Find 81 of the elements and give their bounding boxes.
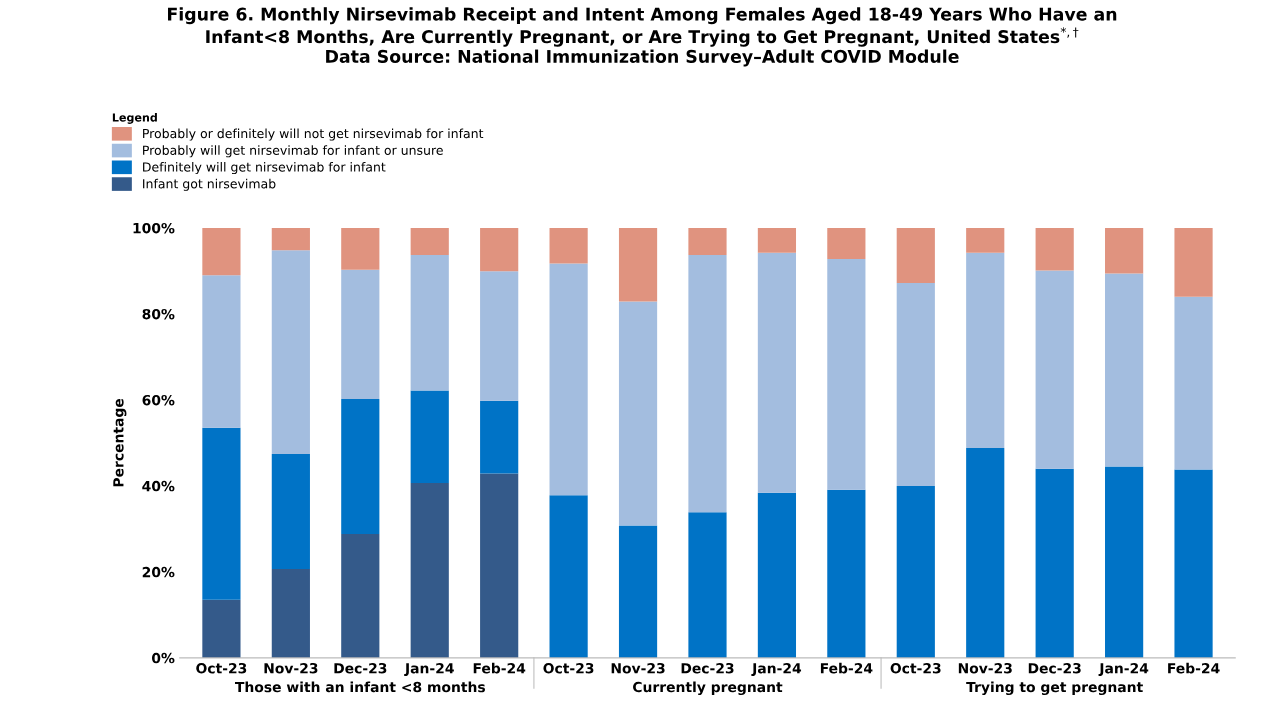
bar	[1105, 466, 1144, 658]
legend-label: Definitely will get nirsevimab for infant	[143, 162, 386, 175]
legend-label: Infant got nirsevimab	[143, 178, 276, 191]
bar	[341, 227, 380, 270]
bar	[966, 448, 1005, 658]
bar	[410, 255, 449, 391]
bar	[202, 427, 241, 600]
x-tick-label: Feb-24	[473, 662, 526, 674]
legend-label: Probably or definitely will not get nirsevimab for infant	[143, 128, 484, 141]
bar	[202, 599, 241, 658]
x-tick-label: Feb-24	[1168, 662, 1220, 674]
legend-title: Legend	[112, 113, 157, 124]
bar	[1105, 227, 1144, 274]
bar	[966, 252, 1005, 449]
x-tick-label: Oct-23	[543, 662, 594, 674]
bar	[1035, 270, 1074, 469]
bar	[271, 227, 310, 251]
x-tick-label: Dec-23	[1028, 662, 1081, 674]
bar	[757, 252, 797, 493]
text: Trying to get pregnant	[966, 681, 1143, 696]
bar	[480, 400, 519, 474]
bar	[827, 489, 866, 658]
bar	[549, 495, 588, 658]
bar	[480, 473, 519, 658]
bar	[410, 482, 449, 658]
bar	[896, 485, 935, 658]
x-tick-label: Jan-24	[751, 662, 802, 677]
bar	[271, 568, 310, 658]
bar	[480, 271, 519, 401]
bar	[341, 269, 380, 400]
x-tick-label: Oct-23	[890, 662, 941, 674]
y-axis-title: Percentage	[113, 398, 127, 487]
bar	[1035, 468, 1074, 658]
bar	[1174, 227, 1213, 297]
x-tick-label: Feb-24	[820, 662, 873, 674]
bar	[549, 263, 588, 496]
y-tick-label: 60%	[142, 394, 175, 406]
bar	[757, 492, 797, 658]
bar	[827, 227, 866, 259]
text: Those with an infant <8 months	[235, 681, 486, 693]
x-tick-label: Nov-23	[611, 662, 665, 674]
y-tick-label: 40%	[142, 480, 175, 492]
bar	[1174, 296, 1213, 470]
bar	[480, 227, 519, 272]
x-tick-label: Nov-23	[264, 662, 318, 674]
x-tick-label: Jan-24	[1098, 662, 1149, 677]
bar	[341, 534, 380, 658]
legend-label: Probably will get nirsevimab for infant or unsure	[143, 145, 443, 158]
bar	[688, 512, 727, 658]
x-tick-label: Oct-23	[196, 662, 247, 674]
y-tick-label: 100%	[133, 222, 175, 234]
bar	[202, 275, 241, 428]
x-tick-label: Nov-23	[958, 662, 1012, 674]
bar	[688, 227, 727, 256]
x-tick-label: Dec-23	[681, 662, 734, 674]
bar	[271, 454, 310, 569]
bar	[896, 282, 935, 486]
y-tick-label: 0%	[151, 652, 175, 664]
y-tick-label: 80%	[142, 308, 175, 320]
bar	[827, 258, 866, 490]
bar	[966, 227, 1005, 253]
bar	[202, 227, 241, 276]
chart-title: Figure 6. Monthly Nirsevimab Receipt and Intent Among Females Aged 18-49 Years Who Have an Infant<8 Months, Are Currently Pregnant, or Are Trying to Get Pregnant, United States$^{*,†}$ Data Source: National Immunization Survey–Adult COVID Module	[168, 7, 1117, 67]
bar	[1174, 469, 1213, 658]
bar	[341, 399, 380, 535]
text: Currently pregnant	[633, 681, 783, 696]
bar	[549, 227, 588, 264]
x-tick-label: Jan-24	[404, 662, 454, 677]
bar	[896, 227, 935, 283]
y-tick-label: 20%	[142, 566, 175, 578]
bar	[410, 227, 449, 256]
bar	[757, 227, 797, 253]
x-tick-label: Dec-23	[334, 662, 387, 674]
bar	[271, 250, 310, 455]
bar	[1035, 227, 1074, 271]
bar	[618, 301, 658, 526]
bar	[688, 255, 727, 513]
bar	[410, 390, 449, 483]
bar	[618, 525, 658, 658]
bar	[1105, 273, 1144, 467]
bar	[618, 227, 658, 302]
